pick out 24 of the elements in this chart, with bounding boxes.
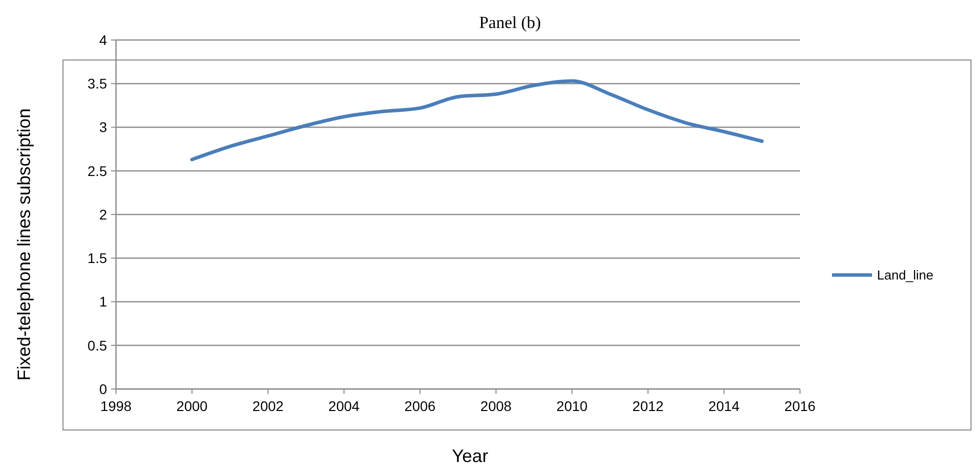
y-tick-label: 3.5 <box>88 76 108 92</box>
x-tick-label: 2002 <box>252 398 284 414</box>
x-tick-label: 2010 <box>556 398 588 414</box>
legend-label: Land_line <box>877 268 934 283</box>
x-tick-label: 2006 <box>404 398 436 414</box>
chart-title: Panel (b) <box>479 13 541 32</box>
x-tick-label: 2012 <box>632 398 664 414</box>
x-tick-label: 2008 <box>480 398 512 414</box>
y-axis-title: Fixed-telephone lines subscription <box>14 108 34 381</box>
y-tick-label: 0 <box>99 380 108 397</box>
y-tick-label: 2 <box>99 206 108 222</box>
x-tick-label: 2014 <box>708 398 740 414</box>
y-tick-label: 2.5 <box>88 162 108 179</box>
y-tick-label: 1 <box>99 294 108 310</box>
x-tick-label: 2000 <box>176 398 208 414</box>
x-tick-label: 2004 <box>328 398 360 414</box>
x-tick-label: 1998 <box>100 398 132 414</box>
x-tick-label: 2016 <box>784 398 816 414</box>
x-axis-title: Year <box>452 446 488 466</box>
y-tick-label: 3 <box>99 119 108 136</box>
y-tick-label: 1.5 <box>88 250 108 266</box>
y-tick-label: 0.5 <box>88 337 108 354</box>
y-tick-label: 4 <box>99 32 108 48</box>
line-series <box>190 79 764 162</box>
